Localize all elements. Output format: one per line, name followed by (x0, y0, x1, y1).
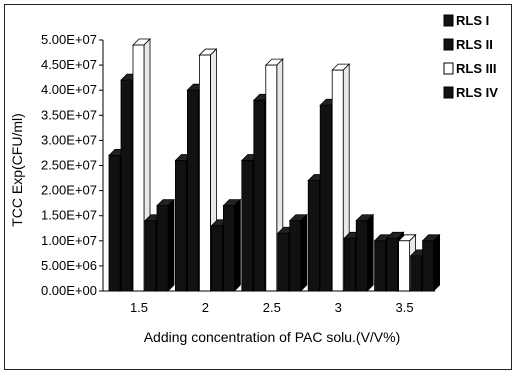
bar-side-face (433, 233, 441, 292)
bar (355, 220, 368, 292)
legend-label: RLS II (456, 37, 493, 52)
legend-swatch (443, 62, 454, 75)
bar (374, 240, 387, 292)
x-axis-ticks: 1.5 2 2.5 3 3.5 (130, 300, 414, 315)
legend-swatch (443, 86, 454, 99)
bar (289, 220, 302, 292)
y-axis-ticks: 0.00E+00 5.00E+06 1.00E+07 1.50E+07 2.00E+07… (41, 32, 103, 298)
legend: RLS I RLS II RLS III RLS IV (443, 13, 498, 100)
bar (343, 237, 356, 292)
bar (198, 54, 211, 292)
legend-swatch (443, 14, 454, 27)
y-tick-label: 5.00E+06 (41, 258, 97, 273)
bar (222, 205, 235, 292)
axes (102, 40, 435, 292)
bar (410, 255, 423, 292)
bar-side-face (366, 213, 374, 292)
bar-side-face (167, 198, 175, 292)
y-tick-label: 4.50E+07 (41, 57, 97, 72)
chart-frame (4, 4, 512, 370)
legend-label: RLS IV (456, 85, 498, 100)
y-tick-label: 3.00E+07 (41, 132, 97, 147)
legend-label: RLS III (456, 61, 496, 76)
y-tick-label: 1.00E+07 (41, 233, 97, 248)
x-tick-label: 3 (335, 300, 342, 315)
bar (144, 220, 157, 292)
y-tick-label: 4.00E+07 (41, 82, 97, 97)
bar (422, 240, 435, 292)
y-tick-label: 2.00E+07 (41, 183, 97, 198)
x-tick-label: 2.5 (263, 300, 281, 315)
bar (265, 64, 278, 292)
bar (210, 225, 223, 292)
bar (253, 99, 266, 292)
x-tick-label: 1.5 (130, 300, 148, 315)
y-tick-label: 3.50E+07 (41, 107, 97, 122)
legend-swatch (443, 38, 454, 51)
bar (108, 155, 121, 292)
y-tick-label: 2.50E+07 (41, 158, 97, 173)
bar-side-face (233, 198, 241, 292)
y-tick-label: 0.00E+00 (41, 283, 97, 298)
bar (319, 104, 332, 292)
bar (120, 79, 133, 292)
bar (156, 205, 169, 292)
x-axis-label: Adding concentration of PAC solu.(V/V%) (144, 329, 401, 345)
bar (174, 160, 187, 292)
bar (331, 69, 344, 292)
bar (132, 44, 145, 292)
legend-label: RLS I (456, 13, 489, 28)
bar (386, 237, 399, 292)
bar (277, 232, 290, 292)
bars (108, 38, 441, 292)
y-tick-label: 5.00E+07 (41, 32, 97, 47)
bar (186, 89, 199, 292)
bar (241, 160, 254, 292)
bar (307, 180, 320, 292)
bar-side-face (300, 213, 308, 292)
bar (398, 240, 411, 292)
y-axis-label: TCC Exp(CFU/ml) (9, 113, 25, 227)
x-tick-label: 2 (202, 300, 209, 315)
x-tick-label: 3.5 (396, 300, 414, 315)
y-tick-label: 1.50E+07 (41, 208, 97, 223)
